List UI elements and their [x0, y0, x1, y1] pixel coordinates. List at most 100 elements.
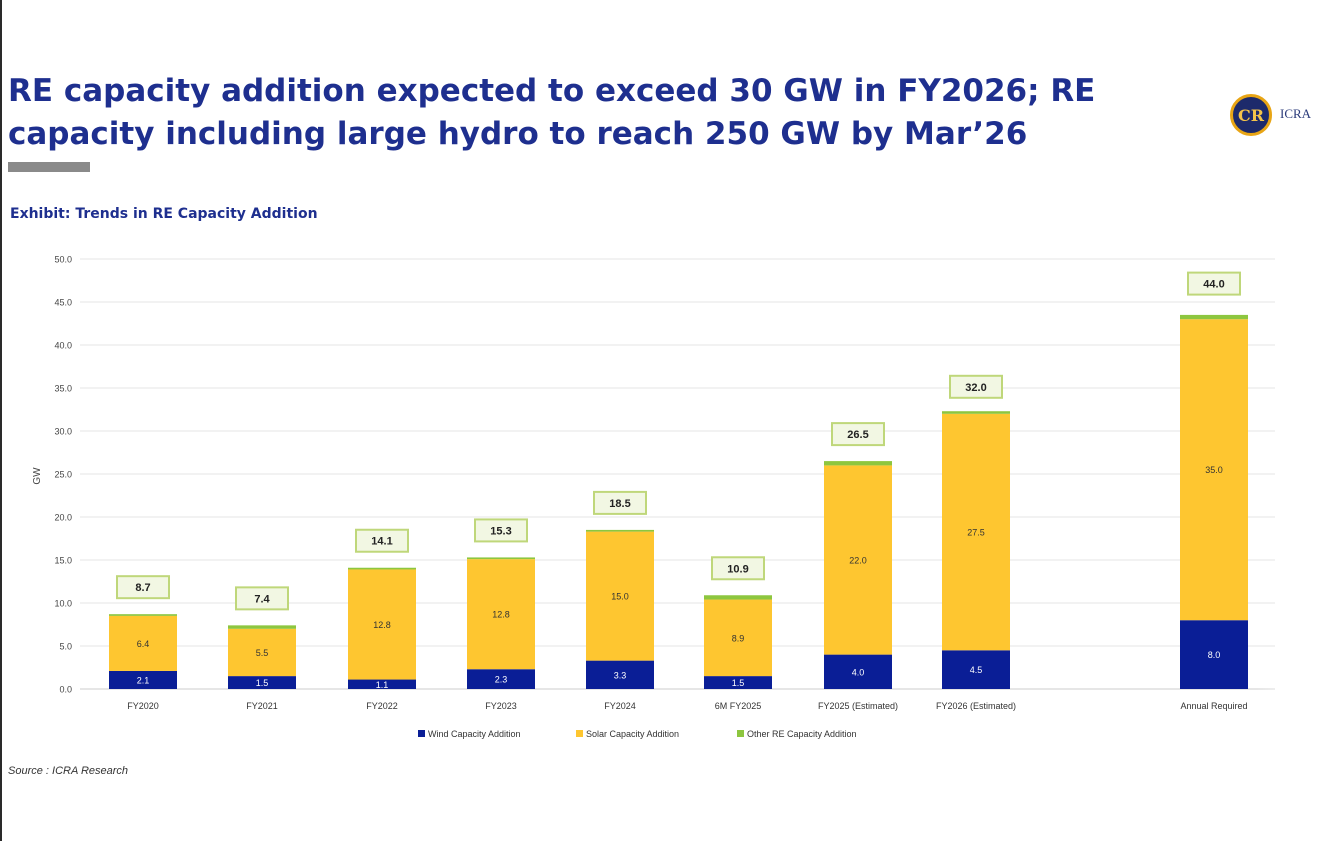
wind-value-label: 2.3: [495, 675, 508, 685]
other-bar: [704, 595, 772, 600]
total-value-label: 15.3: [490, 525, 511, 537]
y-tick-label: 35.0: [54, 384, 72, 394]
wind-bar: [348, 679, 416, 689]
x-tick-label: FY2023: [485, 701, 517, 711]
total-label-box: [355, 528, 409, 553]
wind-bar: [704, 676, 772, 689]
total-label-box: [235, 586, 289, 611]
y-tick-label: 10.0: [54, 599, 72, 609]
solar-value-label: 5.5: [256, 648, 269, 658]
solar-bar: [228, 628, 296, 677]
y-axis-label: GW: [32, 467, 43, 485]
logo-emblem-icon: CR: [1230, 94, 1272, 136]
wind-bar: [942, 650, 1010, 689]
solar-bar: [1180, 319, 1248, 621]
x-tick-label: FY2021: [246, 701, 278, 711]
x-tick-label: Annual Required: [1180, 701, 1247, 711]
solar-bar: [704, 599, 772, 677]
solar-value-label: 27.5: [967, 528, 985, 538]
wind-bar: [1180, 620, 1248, 689]
wind-value-label: 1.1: [376, 680, 389, 690]
legend-swatch: [576, 730, 583, 737]
wind-value-label: 3.3: [614, 670, 627, 680]
wind-value-label: 4.5: [970, 665, 983, 675]
y-tick-label: 30.0: [54, 427, 72, 437]
wind-value-label: 4.0: [852, 667, 865, 677]
wind-value-label: 1.5: [256, 678, 269, 688]
solar-bar: [467, 559, 535, 670]
logo-mark: CR: [1237, 105, 1265, 125]
total-value-label: 14.1: [371, 536, 392, 548]
wind-bar: [228, 676, 296, 689]
total-value-label: 8.7: [135, 582, 150, 594]
solar-value-label: 8.9: [732, 633, 745, 643]
other-bar: [1180, 314, 1248, 320]
solar-value-label: 12.8: [492, 610, 510, 620]
x-tick-label: 6M FY2025: [715, 701, 762, 711]
total-value-label: 26.5: [847, 429, 868, 441]
icra-logo: CR ICRA: [1230, 94, 1315, 138]
solar-bar: [942, 413, 1010, 651]
total-label-box: [711, 556, 765, 581]
solar-bar: [348, 569, 416, 680]
x-tick-label: FY2022: [366, 701, 398, 711]
legend-swatch: [737, 730, 744, 737]
total-label-box: [949, 374, 1003, 399]
wind-bar: [467, 669, 535, 689]
total-label-box: [474, 518, 528, 543]
other-bar: [824, 461, 892, 466]
legend-label: Wind Capacity Addition: [428, 729, 521, 739]
total-value-label: 18.5: [609, 498, 630, 510]
wind-bar: [586, 660, 654, 689]
total-label-box: [593, 490, 647, 515]
legend-label: Other RE Capacity Addition: [747, 729, 857, 739]
wind-value-label: 8.0: [1208, 650, 1221, 660]
solar-bar: [586, 531, 654, 661]
solar-bar: [109, 615, 177, 671]
total-value-label: 10.9: [727, 563, 748, 575]
y-tick-label: 40.0: [54, 341, 72, 351]
total-value-label: 32.0: [965, 382, 986, 394]
wind-value-label: 2.1: [137, 675, 150, 685]
other-bar: [586, 529, 654, 532]
left-border: [0, 0, 2, 841]
x-tick-label: FY2026 (Estimated): [936, 701, 1016, 711]
x-tick-label: FY2020: [127, 701, 159, 711]
total-value-label: 44.0: [1203, 279, 1224, 291]
total-label-box: [116, 575, 170, 600]
wind-bar: [109, 670, 177, 689]
y-tick-label: 45.0: [54, 298, 72, 308]
total-label-box: [831, 422, 885, 447]
x-tick-label: FY2025 (Estimated): [818, 701, 898, 711]
title-underline: [8, 162, 90, 172]
solar-value-label: 12.8: [373, 620, 391, 630]
other-bar: [942, 411, 1010, 414]
legend-swatch: [418, 730, 425, 737]
logo-text: ICRA: [1280, 106, 1312, 121]
other-bar: [348, 567, 416, 570]
solar-value-label: 15.0: [611, 592, 629, 602]
y-tick-label: 25.0: [54, 470, 72, 480]
corner-fade: [1255, 675, 1319, 841]
solar-bar: [824, 465, 892, 655]
solar-value-label: 6.4: [137, 639, 150, 649]
page-title: RE capacity addition expected to exceed …: [8, 73, 1096, 152]
y-tick-label: 0.0: [59, 685, 72, 695]
other-bar: [109, 614, 177, 616]
exhibit-title: Exhibit: Trends in RE Capacity Addition: [10, 206, 318, 222]
x-tick-label: FY2024: [604, 701, 636, 711]
y-tick-label: 5.0: [59, 642, 72, 652]
total-label-box: [1187, 271, 1241, 296]
wind-value-label: 1.5: [732, 678, 745, 688]
y-tick-label: 20.0: [54, 513, 72, 523]
y-tick-label: 15.0: [54, 556, 72, 566]
y-tick-label: 50.0: [54, 255, 72, 265]
wind-bar: [824, 654, 892, 689]
legend-label: Solar Capacity Addition: [586, 729, 679, 739]
total-value-label: 7.4: [254, 593, 270, 605]
solar-value-label: 35.0: [1205, 465, 1223, 475]
source-note: Source : ICRA Research: [8, 765, 129, 777]
solar-value-label: 22.0: [849, 556, 867, 566]
other-bar: [228, 625, 296, 629]
